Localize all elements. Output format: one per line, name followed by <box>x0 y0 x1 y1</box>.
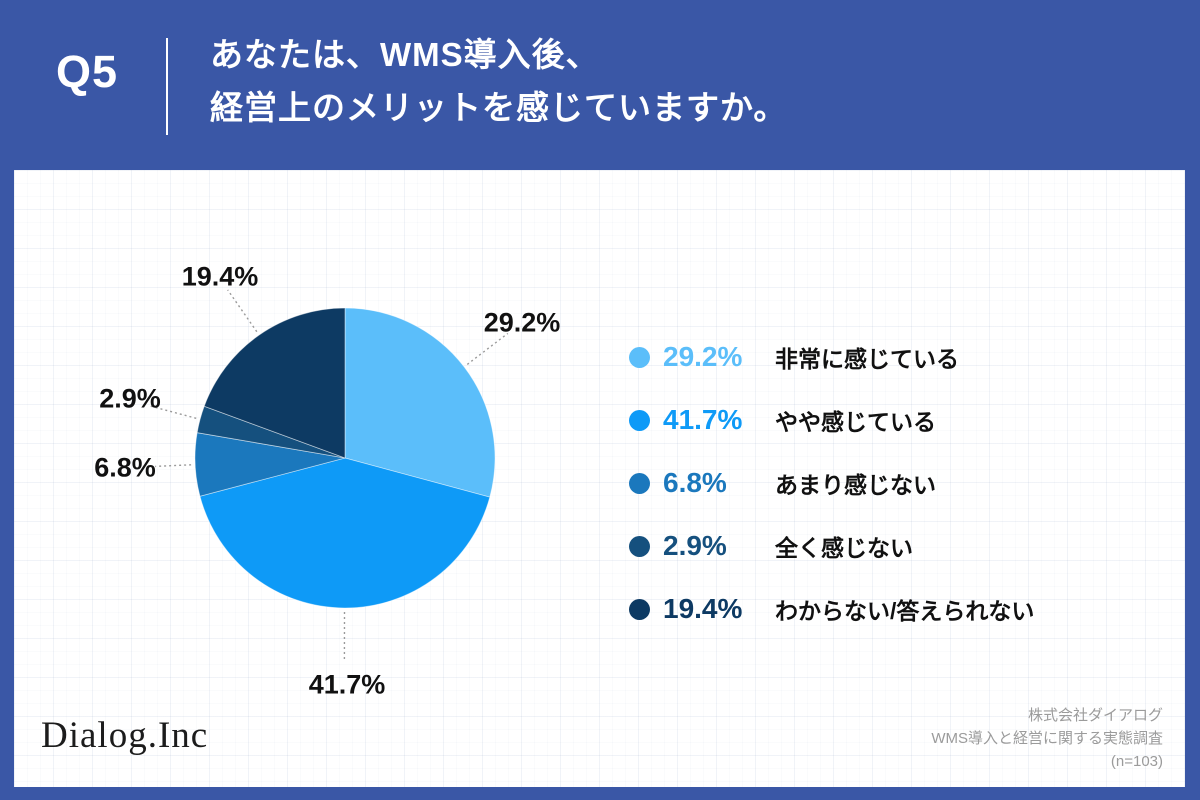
leader-line-5 <box>227 289 258 333</box>
legend-percent: 2.9% <box>663 530 727 561</box>
question-title-line2: 経営上のメリットを感じていますか。 <box>210 89 788 126</box>
pie-value-label-5: 19.4% <box>181 261 259 292</box>
legend-row-4: 2.9% 全く感じない <box>629 530 1034 561</box>
legend-label: 全く感じない <box>775 535 913 561</box>
pie-value-label-1: 29.2% <box>483 307 561 338</box>
legend-dot-icon <box>629 346 650 368</box>
pie-slice-2 <box>199 457 491 609</box>
legend-row-1: 29.2% 非常に感じている <box>629 341 1034 372</box>
chart-card: 29.2% 41.7% 6.8% 2.9% 19.4% 29.2% 非常に感じている 41.… <box>14 170 1185 787</box>
question-title: あなたは、WMS導入後、 経営上のメリットを感じていますか。 <box>210 28 787 134</box>
pie-chart <box>149 289 509 661</box>
question-header: Q5 あなたは、WMS導入後、 経営上のメリットを感じていますか。 <box>0 0 1200 170</box>
legend-percent: 41.7% <box>663 404 743 435</box>
question-title-line1: あなたは、WMS導入後、 <box>210 36 600 73</box>
source-note: 株式会社ダイアログ WMS導入と経営に関する実態調査 (n=103) <box>931 704 1163 773</box>
legend-dot-icon <box>629 472 650 494</box>
header-divider <box>166 38 168 135</box>
legend-percent: 19.4% <box>663 593 743 624</box>
legend-percent: 29.2% <box>663 341 743 372</box>
pie-slice-1 <box>344 307 496 498</box>
legend-label: やや感じている <box>775 409 936 435</box>
question-number: Q5 <box>56 46 119 97</box>
pie-value-label-3: 6.8% <box>94 452 156 483</box>
legend-dot-icon <box>629 598 650 620</box>
legend-label: あまり感じない <box>775 472 936 498</box>
legend: 29.2% 非常に感じている 41.7% やや感じている 6.8% あまり感じない 2.9%… <box>629 341 1035 657</box>
leader-line-4 <box>149 405 197 419</box>
legend-label: 非常に感じている <box>775 346 959 372</box>
source-company: 株式会社ダイアログ <box>1027 707 1163 724</box>
legend-row-2: 41.7% やや感じている <box>629 404 1034 435</box>
legend-row-3: 6.8% あまり感じない <box>629 467 1034 498</box>
pie-value-label-4: 2.9% <box>99 383 161 414</box>
source-survey: WMS導入と経営に関する実態調査 <box>931 730 1163 747</box>
legend-dot-icon <box>629 409 650 431</box>
pie-value-label-2: 41.7% <box>308 669 386 700</box>
legend-row-5: 19.4% わからない/答えられない <box>629 593 1035 624</box>
legend-dot-icon <box>629 535 650 557</box>
source-sample: (n=103) <box>1110 753 1163 770</box>
legend-label: わからない/答えられない <box>775 598 1035 624</box>
leader-line-3 <box>155 464 192 468</box>
dialog-logo: Dialog.Inc <box>41 715 209 756</box>
pie-slice-5 <box>203 307 346 459</box>
leader-line-1 <box>466 332 509 365</box>
legend-percent: 6.8% <box>663 467 727 498</box>
